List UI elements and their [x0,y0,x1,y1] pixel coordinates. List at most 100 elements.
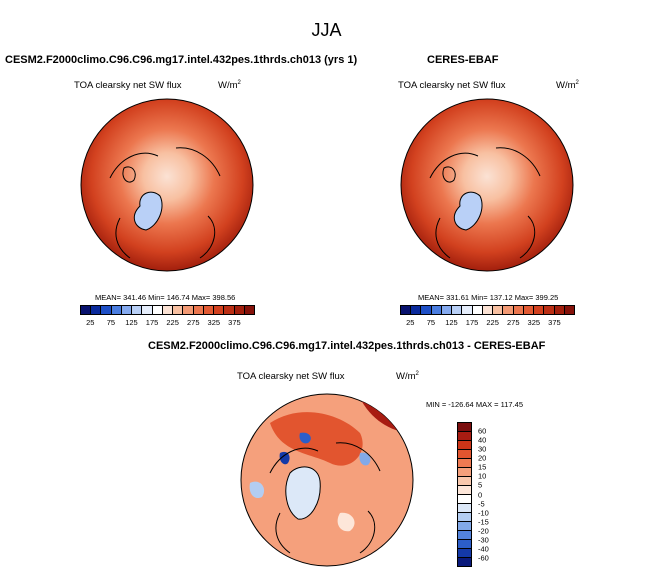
colorbar-tick-label: 25 [86,318,95,327]
model-colorbar [80,305,255,315]
colorbar-tick-label: -5 [478,499,485,509]
colorbar-swatch [132,306,143,314]
colorbar-swatch [458,450,471,459]
model-map-disk [80,98,254,272]
colorbar-tick-label: 125 [125,318,138,327]
diff-colorbar [457,422,472,567]
colorbar-swatch [472,306,483,314]
colorbar-swatch [91,306,102,314]
colorbar-swatch [121,306,133,314]
colorbar-tick-label: 30 [478,444,487,454]
colorbar-tick-label: -60 [478,553,489,563]
model-polar-map [80,98,254,272]
colorbar-swatch [162,306,174,314]
colorbar-swatch [458,531,471,540]
colorbar-swatch [458,504,471,513]
colorbar-swatch [513,306,524,314]
colorbar-swatch [458,522,471,531]
colorbar-tick-label: 20 [478,453,487,463]
colorbar-swatch [458,468,471,477]
colorbar-tick-label: 25 [406,318,415,327]
colorbar-tick-label: 275 [506,318,520,327]
colorbar-tick-label: -10 [478,508,489,518]
model-greenland [133,191,163,231]
colorbar-swatch [534,306,545,314]
obs-panel-title: CERES-EBAF [427,54,499,66]
model-variable-label: TOA clearsky net SW flux [74,80,182,91]
obs-variable-label: TOA clearsky net SW flux [398,80,506,91]
colorbar-swatch [183,306,194,314]
colorbar-tick-label: 375 [228,318,241,327]
obs-colorbar-labels: 25 75 125 175 225 275 325 375 [400,318,575,328]
colorbar-tick-label: 325 [207,318,221,327]
colorbar-swatch [458,459,471,468]
colorbar-swatch [411,306,422,314]
obs-polar-map [400,98,574,272]
colorbar-swatch [81,306,92,314]
diff-colorbar-labels: 60 40 30 20 15 10 5 0 -5 -10 -15 -20 -30 -40 -60 [478,422,508,567]
obs-coastlines [429,147,541,259]
colorbar-swatch [111,306,122,314]
colorbar-tick-label: 325 [527,318,541,327]
colorbar-swatch [564,306,574,314]
obs-units-label: W/m2 [556,80,579,92]
colorbar-tick-label: 275 [186,318,200,327]
obs-stats: MEAN= 331.61 Min= 137.12 Max= 399.25 [418,293,559,302]
colorbar-swatch [544,306,555,314]
diff-coastlines [269,442,381,554]
colorbar-tick-label: 375 [548,318,561,327]
model-coastlines [109,147,221,259]
colorbar-swatch [458,513,471,522]
model-panel-title: CESM2.F2000climo.C96.C96.mg17.intel.432p… [5,54,358,66]
colorbar-swatch [101,306,112,314]
diff-polar-map [240,393,414,567]
model-units-label: W/m2 [218,80,241,92]
season-title: JJA [311,20,342,40]
diff-units-label: W/m2 [396,371,419,383]
colorbar-tick-label: -15 [478,517,489,527]
colorbar-tick-label: -20 [478,526,489,536]
colorbar-swatch [458,486,471,495]
colorbar-swatch [452,306,463,314]
colorbar-tick-label: 225 [166,318,179,327]
colorbar-swatch [458,477,471,486]
colorbar-swatch [441,306,453,314]
colorbar-tick-label: 225 [486,318,499,327]
colorbar-swatch [458,549,471,558]
colorbar-tick-label: 10 [478,471,487,481]
diff-stats: MIN = -126.64 MAX = 117.45 [426,400,523,409]
colorbar-tick-label: 175 [145,318,159,327]
colorbar-swatch [431,306,442,314]
colorbar-swatch [554,306,565,314]
colorbar-swatch [203,306,215,314]
colorbar-swatch [458,432,471,441]
colorbar-swatch [193,306,204,314]
model-colorbar-labels: 25 75 125 175 225 275 325 375 [80,318,255,328]
obs-greenland [453,191,483,231]
colorbar-tick-label: -40 [478,544,489,554]
colorbar-swatch [458,540,471,549]
diff-variable-label: TOA clearsky net SW flux [237,371,345,382]
colorbar-swatch [152,306,163,314]
colorbar-tick-label: 5 [478,480,483,490]
colorbar-tick-label: 0 [478,490,483,499]
colorbar-swatch [462,306,473,314]
colorbar-tick-label: 125 [445,318,458,327]
obs-map-disk [400,98,574,272]
diff-panel-title: CESM2.F2000climo.C96.C96.mg17.intel.432p… [148,340,546,352]
colorbar-tick-label: 40 [478,435,487,445]
colorbar-swatch [458,423,471,432]
colorbar-swatch [401,306,412,314]
colorbar-tick-label: -30 [478,535,489,545]
colorbar-tick-label: 175 [465,318,479,327]
colorbar-swatch [523,306,535,314]
colorbar-swatch [458,558,471,566]
colorbar-swatch [234,306,245,314]
model-stats: MEAN= 341.46 Min= 146.74 Max= 398.56 [95,293,236,302]
colorbar-tick-label: 75 [426,318,436,327]
obs-colorbar [400,305,575,315]
colorbar-swatch [482,306,494,314]
colorbar-swatch [458,441,471,450]
colorbar-tick-label: 75 [106,318,116,327]
colorbar-swatch [421,306,432,314]
